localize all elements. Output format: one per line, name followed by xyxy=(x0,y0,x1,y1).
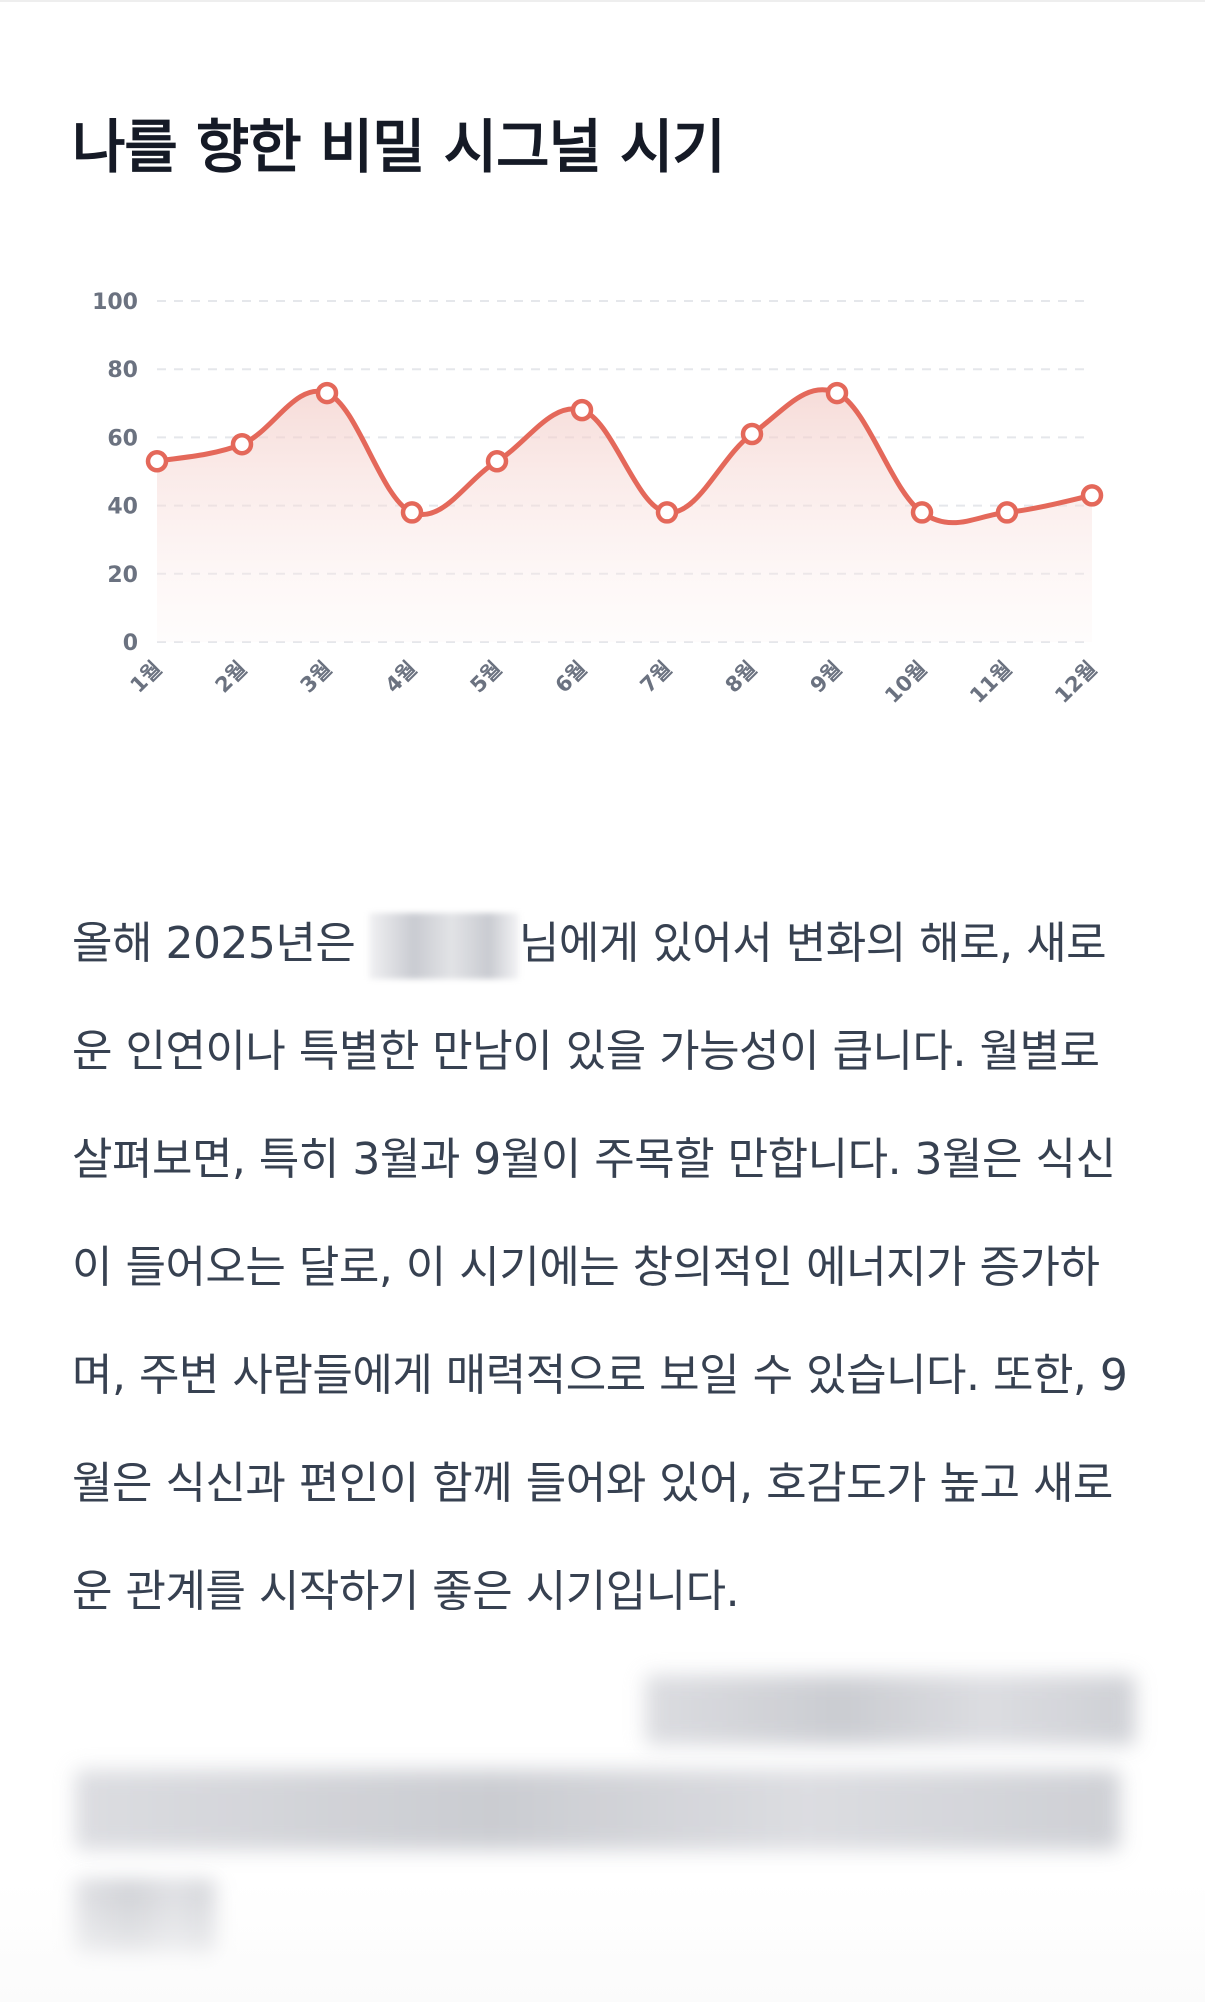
y-tick-label: 40 xyxy=(107,495,138,520)
y-tick-label: 100 xyxy=(92,290,138,315)
redacted-text-line-1 xyxy=(645,1675,1135,1745)
data-point-marker xyxy=(230,432,254,456)
data-point-marker xyxy=(315,381,339,405)
x-tick-label: 10월 xyxy=(880,657,931,708)
data-point-marker xyxy=(655,501,679,524)
top-divider xyxy=(0,0,1205,2)
data-points xyxy=(145,381,1104,524)
y-axis-ticks: 0 20 40 60 80 100 xyxy=(92,290,138,656)
x-tick-label: 6월 xyxy=(551,657,592,698)
y-tick-label: 20 xyxy=(107,563,138,588)
page-title: 나를 향한 비밀 시그널 시기 xyxy=(72,113,726,181)
data-point-marker xyxy=(570,398,594,422)
monthly-signal-chart: 0 20 40 60 80 100 1월 2월 3월 4월 5월 6월 7월 8월 9월 10월 11월 12월 xyxy=(0,270,1205,730)
redacted-name xyxy=(368,913,519,979)
x-tick-label: 9월 xyxy=(806,657,847,698)
data-point-marker xyxy=(1080,484,1104,507)
data-point-marker xyxy=(910,501,934,524)
x-tick-label: 3월 xyxy=(296,657,337,698)
y-tick-label: 60 xyxy=(107,426,138,451)
y-tick-label: 80 xyxy=(107,358,138,383)
line-chart: 0 20 40 60 80 100 1월 2월 3월 4월 5월 6월 7월 8월 9월 10월 11월 12월 xyxy=(92,290,1104,708)
description-text: 님에게 있어서 변화의 해로, 새로운 인연이나 특별한 만남이 있을 가능성이… xyxy=(72,918,1128,1617)
data-point-marker xyxy=(740,422,764,446)
x-tick-label: 5월 xyxy=(466,657,507,698)
redacted-text-line-2 xyxy=(75,1770,1120,1850)
x-tick-label: 12월 xyxy=(1050,657,1101,708)
x-axis-ticks: 1월 2월 3월 4월 5월 6월 7월 8월 9월 10월 11월 12월 xyxy=(126,657,1102,708)
description-paragraph: 올해 2025년은 님에게 있어서 변화의 해로, 새로운 인연이나 특별한 만… xyxy=(72,890,1142,1646)
area-fill xyxy=(157,389,1092,642)
bottom-fade xyxy=(0,1880,1205,2002)
x-tick-label: 4월 xyxy=(381,657,422,698)
data-point-marker xyxy=(995,501,1019,524)
data-point-marker xyxy=(485,450,509,473)
intro-text: 올해 2025년은 xyxy=(72,918,356,969)
x-tick-label: 1월 xyxy=(126,657,167,698)
data-point-marker xyxy=(400,501,424,524)
x-tick-label: 11월 xyxy=(965,657,1016,708)
x-tick-label: 2월 xyxy=(211,657,252,698)
data-point-marker xyxy=(825,381,849,405)
x-tick-label: 8월 xyxy=(721,657,762,698)
x-tick-label: 7월 xyxy=(636,657,677,698)
data-point-marker xyxy=(145,450,169,473)
y-tick-label: 0 xyxy=(123,631,138,656)
